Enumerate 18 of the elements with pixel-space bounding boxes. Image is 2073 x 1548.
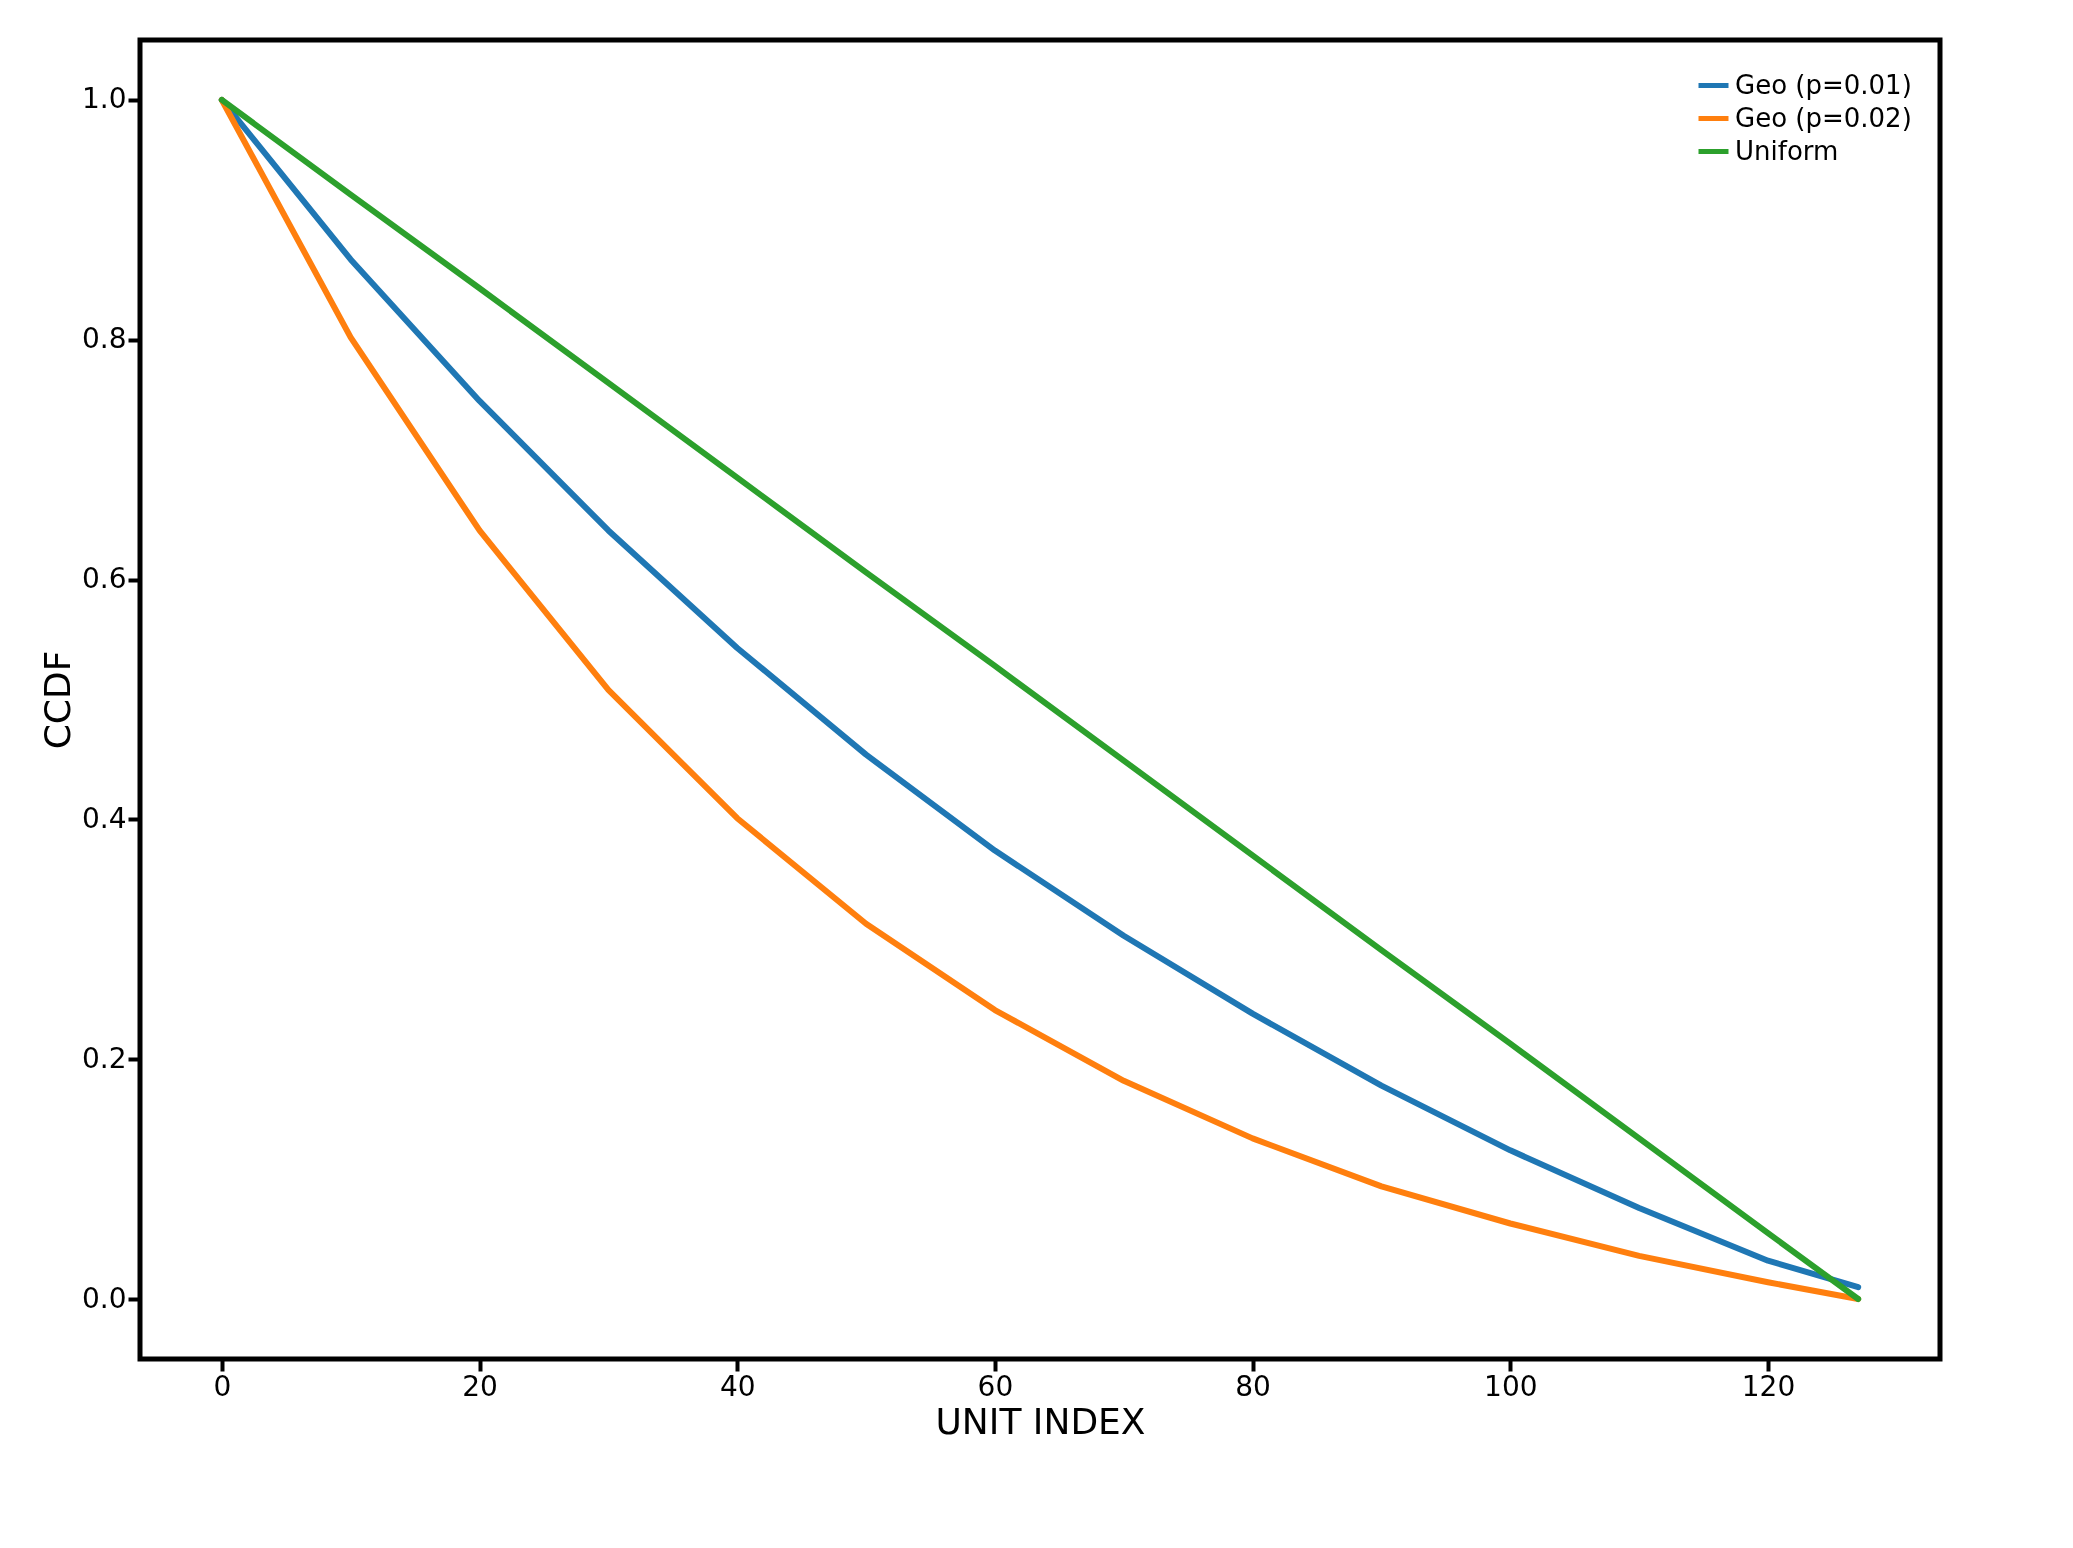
legend-label: Geo (p=0.01): [1735, 69, 1912, 100]
x-tick-label: 120: [1741, 1369, 1796, 1403]
y-tick-label: 0.2: [81, 1041, 127, 1075]
legend-label: Uniform: [1735, 135, 1839, 166]
y-tick-label: 1.0: [81, 82, 127, 116]
x-tick-label: 80: [1235, 1369, 1271, 1403]
x-tick-label: 0: [213, 1369, 232, 1403]
x-tick-label: 100: [1484, 1369, 1538, 1403]
y-tick-label: 0.8: [81, 322, 127, 356]
y-tick-label: 0.6: [81, 562, 127, 596]
y-tick-label: 0.0: [81, 1281, 127, 1315]
x-tick-label: 60: [977, 1369, 1014, 1403]
y-tick-label: 0.4: [81, 801, 127, 835]
legend-label: Geo (p=0.02): [1735, 102, 1912, 133]
x-tick-label: 20: [462, 1369, 498, 1403]
x-tick-label: 40: [719, 1369, 756, 1403]
y-axis-title: CCDF: [36, 650, 78, 750]
x-axis-title: UNIT INDEX: [935, 1400, 1146, 1442]
